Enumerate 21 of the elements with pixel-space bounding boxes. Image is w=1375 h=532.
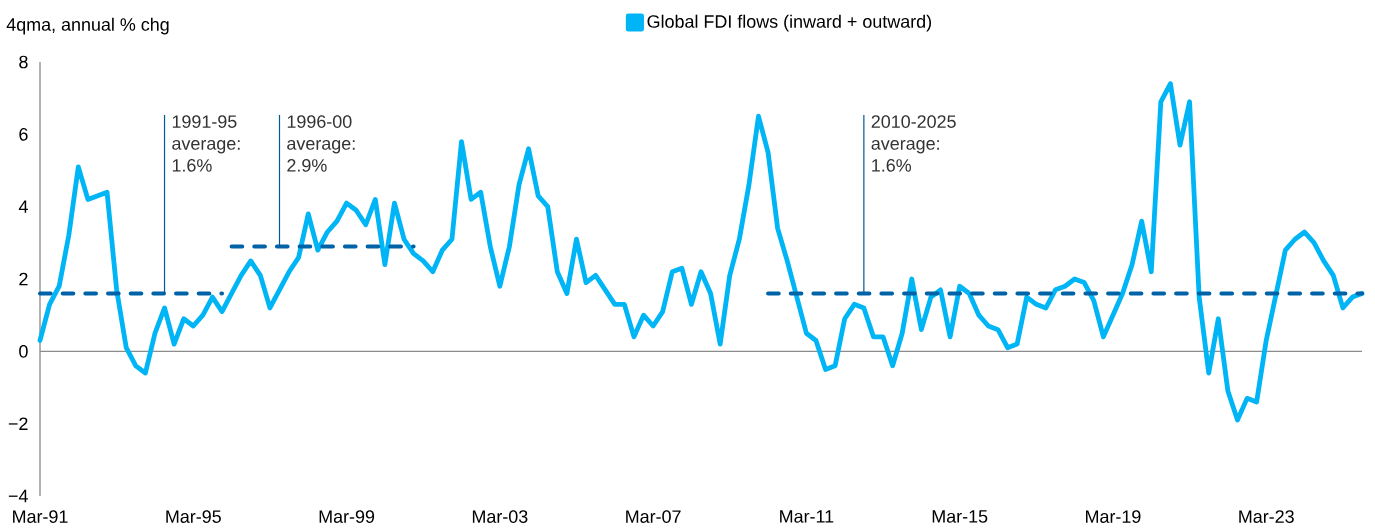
y-tick-label: 2 bbox=[19, 272, 28, 286]
y-tick-label: 0 bbox=[19, 344, 28, 358]
y-tick-label: −2 bbox=[8, 417, 28, 430]
y-tick-label: −4 bbox=[8, 489, 28, 503]
x-tick-label: Mar-91 bbox=[13, 510, 68, 523]
annotation: 1996-00 average: 2.9% bbox=[287, 115, 355, 172]
y-tick-label: 6 bbox=[19, 127, 28, 141]
y-axis-title: 4qma, annual % chg bbox=[6, 17, 169, 35]
y-tick-label: 8 bbox=[19, 55, 28, 69]
x-tick-label: Mar-15 bbox=[932, 510, 988, 523]
annotation: 2010-2025 average: 1.6% bbox=[871, 115, 956, 172]
y-tick-label: 4 bbox=[18, 200, 28, 213]
x-tick-label: Mar-23 bbox=[1239, 510, 1294, 523]
x-tick-label: Mar-99 bbox=[319, 510, 375, 523]
x-tick-label: Mar-19 bbox=[1086, 510, 1141, 523]
x-tick-label: Mar-95 bbox=[166, 510, 221, 523]
legend-label: Global FDI flows (inward + outward) bbox=[647, 14, 931, 32]
x-tick-label: Mar-03 bbox=[472, 510, 528, 523]
x-tick-label: Mar-07 bbox=[626, 510, 681, 523]
annotation: 1991-95 average: 1.6% bbox=[172, 115, 240, 172]
x-tick-label: Mar-11 bbox=[780, 510, 834, 523]
